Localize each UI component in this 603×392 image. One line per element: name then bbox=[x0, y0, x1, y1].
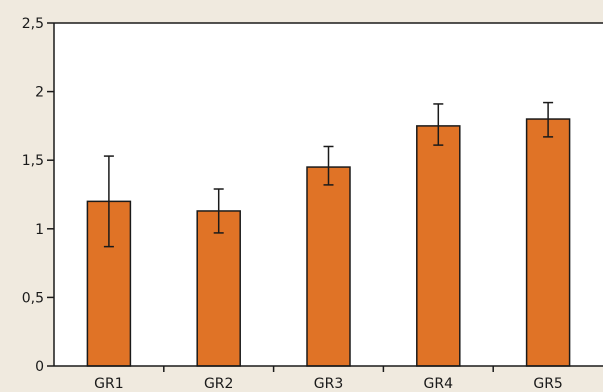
x-tick-label: GR4 bbox=[424, 376, 454, 392]
error-bar-gr2 bbox=[213, 188, 224, 234]
error-bar-gr3 bbox=[323, 145, 334, 186]
error-bars bbox=[103, 101, 554, 248]
error-bar-gr4 bbox=[433, 103, 444, 146]
bar-gr4 bbox=[416, 125, 461, 367]
bar-gr2 bbox=[196, 210, 241, 367]
y-tick-label: 1 bbox=[35, 222, 44, 238]
y-tick-label: 2,5 bbox=[22, 16, 44, 32]
x-tick-label: GR5 bbox=[533, 376, 562, 392]
y-tick-label: 1,5 bbox=[22, 153, 44, 169]
x-tick-label: GR1 bbox=[94, 376, 123, 392]
y-tick-label: 0,5 bbox=[22, 290, 44, 306]
x-tick-label: GR2 bbox=[204, 376, 233, 392]
bar-gr3 bbox=[306, 166, 351, 367]
bar-gr5 bbox=[525, 118, 571, 367]
y-tick-label: 0 bbox=[35, 359, 44, 375]
y-axis-ticks: 0 0,5 1 1,5 2 2,5 bbox=[22, 16, 54, 375]
y-tick-label: 2 bbox=[35, 85, 44, 101]
x-axis-labels: GR1 GR2 GR3 GR4 GR5 bbox=[94, 366, 563, 392]
error-bar-gr5 bbox=[543, 101, 554, 138]
x-tick-label: GR3 bbox=[314, 376, 343, 392]
error-bar-gr1 bbox=[103, 155, 114, 248]
